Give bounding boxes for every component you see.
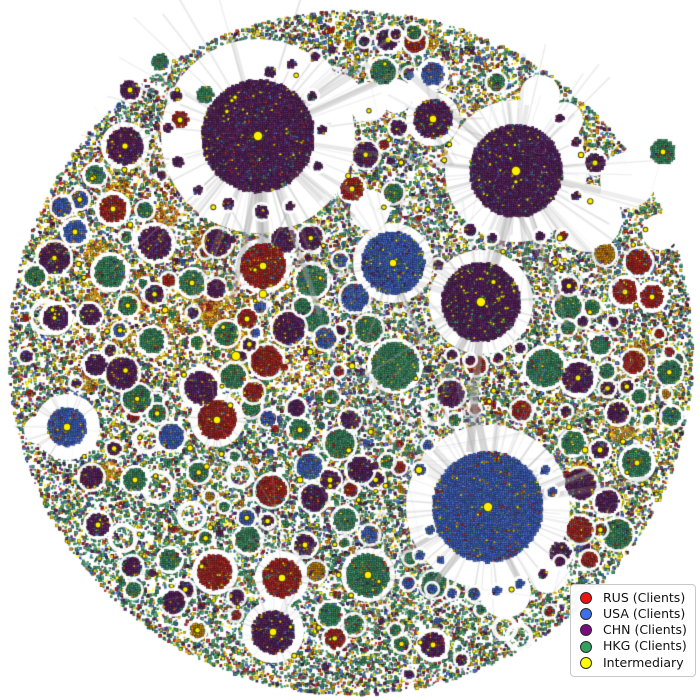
legend-label-chn: CHN (Clients) xyxy=(603,622,687,638)
legend-marker-intermediary-icon xyxy=(580,656,592,669)
legend-label-intermediary: Intermediary xyxy=(603,654,684,670)
legend-marker-rus-icon xyxy=(580,592,592,605)
legend-marker-hkg-icon xyxy=(580,640,592,653)
legend-label-hkg: HKG (Clients) xyxy=(603,638,687,654)
legend-item-rus: RUS (Clients) xyxy=(580,590,686,606)
legend-item-hkg: HKG (Clients) xyxy=(580,638,687,655)
legend-label-usa: USA (Clients) xyxy=(603,606,686,622)
legend-item-usa: USA (Clients) xyxy=(580,606,686,622)
legend-item-chn: CHN (Clients) xyxy=(580,622,687,638)
legend-box: RUS (Clients) USA (Clients) CHN (Clients… xyxy=(570,584,696,677)
legend-label-rus: RUS (Clients) xyxy=(603,589,686,605)
legend-marker-chn-icon xyxy=(580,624,592,637)
legend-item-intermediary: Intermediary xyxy=(580,655,686,671)
legend-marker-usa-icon xyxy=(580,608,592,621)
